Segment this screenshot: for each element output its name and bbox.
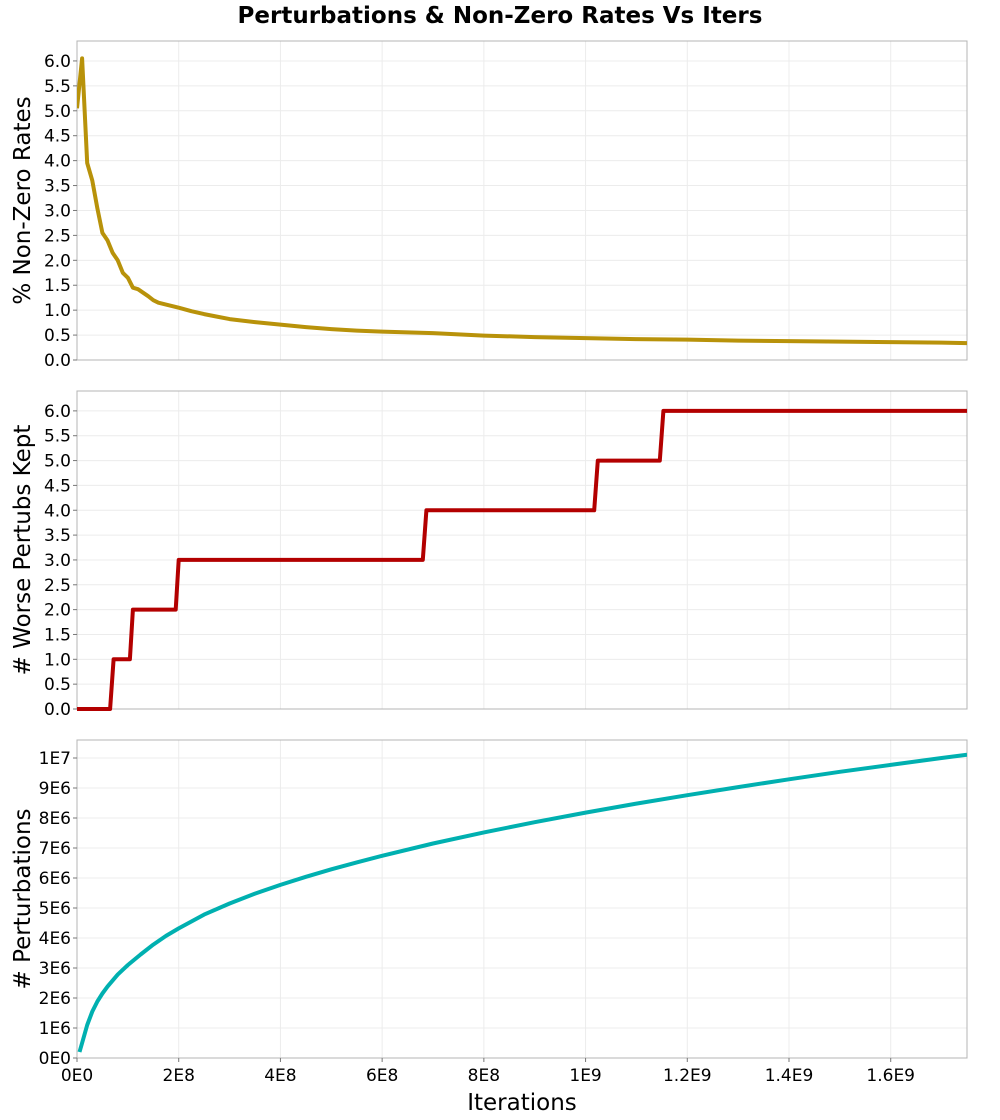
perturbations-xtick-label-5: 1E9 [569,1066,601,1086]
worse-perturbs-ytick-label-5: 2.5 [44,576,71,596]
nonzero-rate-ytick-label-2: 1.0 [44,301,71,321]
nonzero-rate-ytick-label-5: 2.5 [44,226,71,246]
perturbations-xtick-label-8: 1.6E9 [866,1066,915,1086]
perturbations-y-axis-label: # Perturbations [10,808,36,989]
perturbations-xtick-label-3: 6E8 [366,1066,398,1086]
nonzero-rate-ytick-label-0: 0.0 [44,351,71,371]
worse-perturbs-plot-frame [76,390,968,710]
perturbations-ytick-label-8: 8E6 [39,809,71,829]
worse-perturbs-ytick-label-12: 6.0 [44,402,71,422]
nonzero-rate-ytick-label-6: 3.0 [44,201,71,221]
perturbations-ytick-label-6: 6E6 [39,869,71,889]
worse-perturbs-series-line-0 [77,408,967,711]
nonzero-rate-ytick-label-1: 0.5 [44,326,71,346]
nonzero-rate-ytick-label-9: 4.5 [44,127,71,147]
figure-title: Perturbations & Non-Zero Rates Vs Iters [238,3,763,29]
perturbations-plot-frame [76,739,968,1059]
nonzero-rate-series-line-0 [77,56,967,346]
perturbations-xtick-label-0: 0E0 [61,1066,93,1086]
worse-perturbs-panel: 0.0 0.5 1.0 1.5 2.0 2.5 3.0 3.5 4.0 4.5 5.0 5.5 6.0 #… [10,390,968,720]
worse-perturbs-ytick-label-11: 5.5 [44,427,71,447]
perturbations-ytick-label-3: 3E6 [39,959,71,979]
perturbations-ytick-label-9: 9E6 [39,779,71,799]
nonzero-rate-panel: 0.0 0.5 1.0 1.5 2.0 2.5 3.0 3.5 4.0 4.5 5.0 5.5 6.0%… [10,40,968,371]
perturbations-xtick-label-1: 2E8 [163,1066,195,1086]
worse-perturbs-ytick-label-3: 1.5 [44,625,71,645]
worse-perturbs-ytick-label-8: 4.0 [44,501,71,521]
perturbations-series-line-0 [77,752,967,1053]
perturbations-xtick-label-4: 8E8 [468,1066,500,1086]
perturbations-x-axis-label: Iterations [467,1090,577,1116]
perturbations-ytick-label-10: 1E7 [39,749,71,769]
nonzero-rate-ytick-label-11: 5.5 [44,77,71,97]
perturbations-panel: 0E0 1E6 2E6 3E6 4E6 5E6 6E6 7E6 8E6 9E6 1E7 0E0 2E8 4… [10,739,968,1116]
nonzero-rate-y-axis-label: % Non-Zero Rates [10,96,36,304]
worse-perturbs-ytick-label-2: 1.0 [44,650,71,670]
perturbations-xtick-label-6: 1.2E9 [663,1066,712,1086]
perturbations-xtick-label-2: 4E8 [264,1066,296,1086]
worse-perturbs-ytick-label-7: 3.5 [44,526,71,546]
nonzero-rate-ytick-label-12: 6.0 [44,52,71,72]
worse-perturbs-ytick-label-6: 3.0 [44,551,71,571]
nonzero-rate-ytick-label-4: 2.0 [44,251,71,271]
worse-perturbs-ytick-label-0: 0.0 [44,700,71,720]
nonzero-rate-ytick-label-8: 4.0 [44,152,71,172]
perturbations-ytick-label-2: 2E6 [39,989,71,1009]
nonzero-rate-plot-frame [76,40,968,361]
worse-perturbs-ytick-label-10: 5.0 [44,452,71,472]
nonzero-rate-ytick-label-10: 5.0 [44,102,71,122]
nonzero-rate-ytick-label-3: 1.5 [44,276,71,296]
nonzero-rate-ytick-label-7: 3.5 [44,177,71,197]
worse-perturbs-ytick-label-9: 4.5 [44,476,71,496]
perturbations-ytick-label-5: 5E6 [39,899,71,919]
perturbations-ytick-label-4: 4E6 [39,929,71,949]
worse-perturbs-y-axis-label: # Worse Pertubs Kept [10,425,36,676]
perturbations-ytick-label-1: 1E6 [39,1019,71,1039]
worse-perturbs-ytick-label-1: 0.5 [44,675,71,695]
perturbations-ytick-label-7: 7E6 [39,839,71,859]
worse-perturbs-ytick-label-4: 2.0 [44,601,71,621]
perturbations-xtick-label-7: 1.4E9 [765,1066,814,1086]
perturbations-ytick-label-0: 0E0 [39,1049,71,1069]
